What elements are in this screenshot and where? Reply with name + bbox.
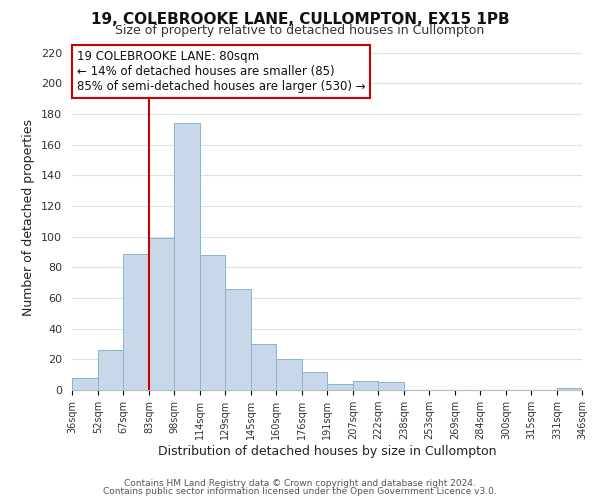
Bar: [353, 381, 378, 390]
X-axis label: Distribution of detached houses by size in Cullompton: Distribution of detached houses by size …: [158, 445, 496, 458]
Bar: [225, 289, 251, 390]
Bar: [378, 382, 404, 390]
Bar: [251, 344, 276, 390]
Bar: [327, 384, 353, 390]
Bar: [174, 123, 200, 390]
Text: 19, COLEBROOKE LANE, CULLOMPTON, EX15 1PB: 19, COLEBROOKE LANE, CULLOMPTON, EX15 1P…: [91, 12, 509, 28]
Bar: [98, 350, 123, 390]
Bar: [557, 388, 582, 390]
Text: Size of property relative to detached houses in Cullompton: Size of property relative to detached ho…: [115, 24, 485, 37]
Text: Contains HM Land Registry data © Crown copyright and database right 2024.: Contains HM Land Registry data © Crown c…: [124, 478, 476, 488]
Bar: [149, 238, 174, 390]
Text: Contains public sector information licensed under the Open Government Licence v3: Contains public sector information licen…: [103, 487, 497, 496]
Bar: [123, 254, 149, 390]
Bar: [302, 372, 327, 390]
Bar: [72, 378, 98, 390]
Bar: [276, 360, 302, 390]
Text: 19 COLEBROOKE LANE: 80sqm
← 14% of detached houses are smaller (85)
85% of semi-: 19 COLEBROOKE LANE: 80sqm ← 14% of detac…: [77, 50, 366, 93]
Bar: [200, 255, 225, 390]
Y-axis label: Number of detached properties: Number of detached properties: [22, 119, 35, 316]
